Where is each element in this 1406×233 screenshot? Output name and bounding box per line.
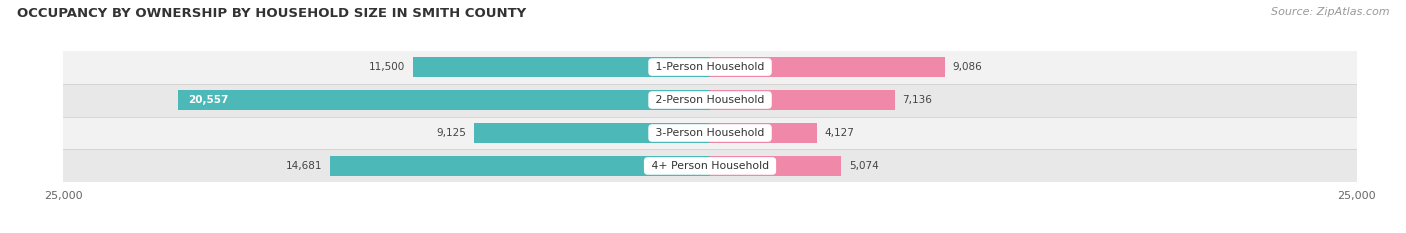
Text: 20,557: 20,557 — [188, 95, 229, 105]
Text: 5,074: 5,074 — [849, 161, 879, 171]
Text: Source: ZipAtlas.com: Source: ZipAtlas.com — [1271, 7, 1389, 17]
Text: OCCUPANCY BY OWNERSHIP BY HOUSEHOLD SIZE IN SMITH COUNTY: OCCUPANCY BY OWNERSHIP BY HOUSEHOLD SIZE… — [17, 7, 526, 20]
Text: 4+ Person Household: 4+ Person Household — [648, 161, 772, 171]
Bar — [412, 57, 710, 77]
Bar — [710, 90, 894, 110]
Bar — [710, 156, 841, 176]
Bar — [330, 156, 710, 176]
Bar — [63, 116, 1357, 150]
Text: 2-Person Household: 2-Person Household — [652, 95, 768, 105]
Bar — [63, 83, 1357, 116]
Text: 9,086: 9,086 — [953, 62, 983, 72]
Text: 14,681: 14,681 — [285, 161, 322, 171]
Bar — [63, 150, 1357, 182]
Text: 1-Person Household: 1-Person Household — [652, 62, 768, 72]
Text: 7,136: 7,136 — [903, 95, 932, 105]
Bar — [63, 51, 1357, 83]
Text: 3-Person Household: 3-Person Household — [652, 128, 768, 138]
Text: 4,127: 4,127 — [824, 128, 855, 138]
Text: 11,500: 11,500 — [368, 62, 405, 72]
Bar — [474, 123, 710, 143]
Bar — [710, 123, 817, 143]
Bar — [179, 90, 710, 110]
Bar — [710, 57, 945, 77]
Text: 9,125: 9,125 — [436, 128, 467, 138]
